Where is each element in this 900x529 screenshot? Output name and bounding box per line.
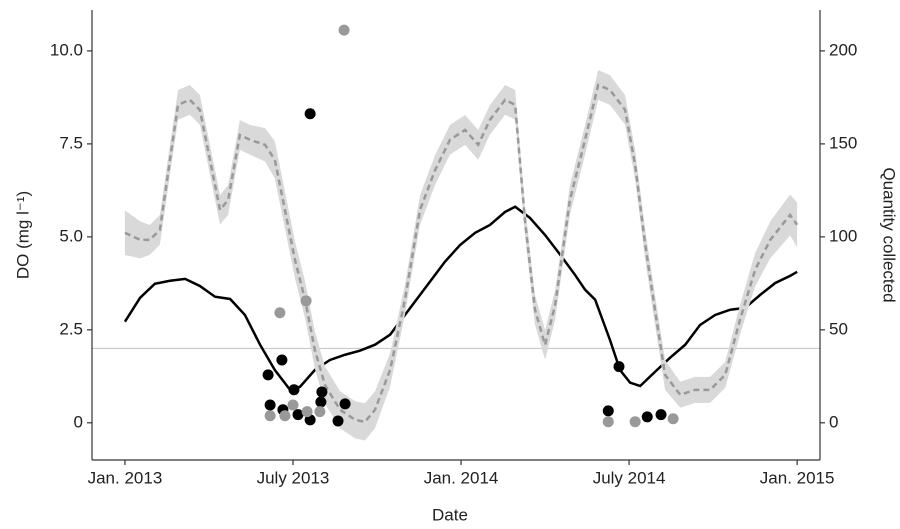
x-tick-label: July 2014 bbox=[593, 468, 666, 487]
y2-axis-label: Quantity collected bbox=[880, 167, 899, 302]
x-tick-label: Jan. 2015 bbox=[760, 468, 835, 487]
point bbox=[300, 295, 312, 307]
point bbox=[339, 398, 351, 410]
point bbox=[315, 396, 327, 408]
point bbox=[332, 415, 344, 427]
point bbox=[288, 384, 300, 396]
point bbox=[641, 411, 653, 423]
point bbox=[338, 24, 350, 36]
y2-tick-label: 50 bbox=[829, 319, 848, 338]
point bbox=[667, 413, 679, 425]
point bbox=[264, 399, 276, 411]
x-tick-label: Jan. 2014 bbox=[424, 468, 499, 487]
point bbox=[301, 406, 313, 418]
point bbox=[316, 386, 328, 398]
point bbox=[274, 307, 286, 319]
point bbox=[602, 405, 614, 417]
point bbox=[629, 416, 641, 428]
point bbox=[292, 409, 304, 421]
line bbox=[124, 83, 799, 424]
point bbox=[276, 354, 288, 366]
y2-tick-label: 100 bbox=[829, 226, 857, 245]
y-tick-label: 10.0 bbox=[50, 40, 83, 59]
y-tick-label: 0 bbox=[74, 412, 83, 431]
x-axis-label: Date bbox=[432, 505, 468, 524]
point bbox=[279, 410, 291, 422]
y2-tick-label: 0 bbox=[829, 412, 838, 431]
x-tick-label: July 2013 bbox=[257, 468, 330, 487]
confidence-band bbox=[124, 70, 798, 441]
point bbox=[613, 361, 625, 373]
line bbox=[123, 205, 798, 392]
x-tick-label: Jan. 2013 bbox=[88, 468, 163, 487]
point bbox=[264, 410, 276, 422]
y-tick-label: 7.5 bbox=[59, 133, 83, 152]
point bbox=[304, 108, 316, 120]
point bbox=[287, 399, 299, 411]
y-axis-label: DO (mg l⁻¹) bbox=[13, 191, 32, 279]
point bbox=[602, 416, 614, 428]
point bbox=[262, 369, 274, 381]
y2-tick-label: 150 bbox=[829, 133, 857, 152]
point bbox=[655, 409, 667, 421]
y-tick-label: 5.0 bbox=[59, 226, 83, 245]
point bbox=[314, 406, 326, 418]
y2-tick-label: 200 bbox=[829, 40, 857, 59]
y-tick-label: 2.5 bbox=[59, 319, 83, 338]
